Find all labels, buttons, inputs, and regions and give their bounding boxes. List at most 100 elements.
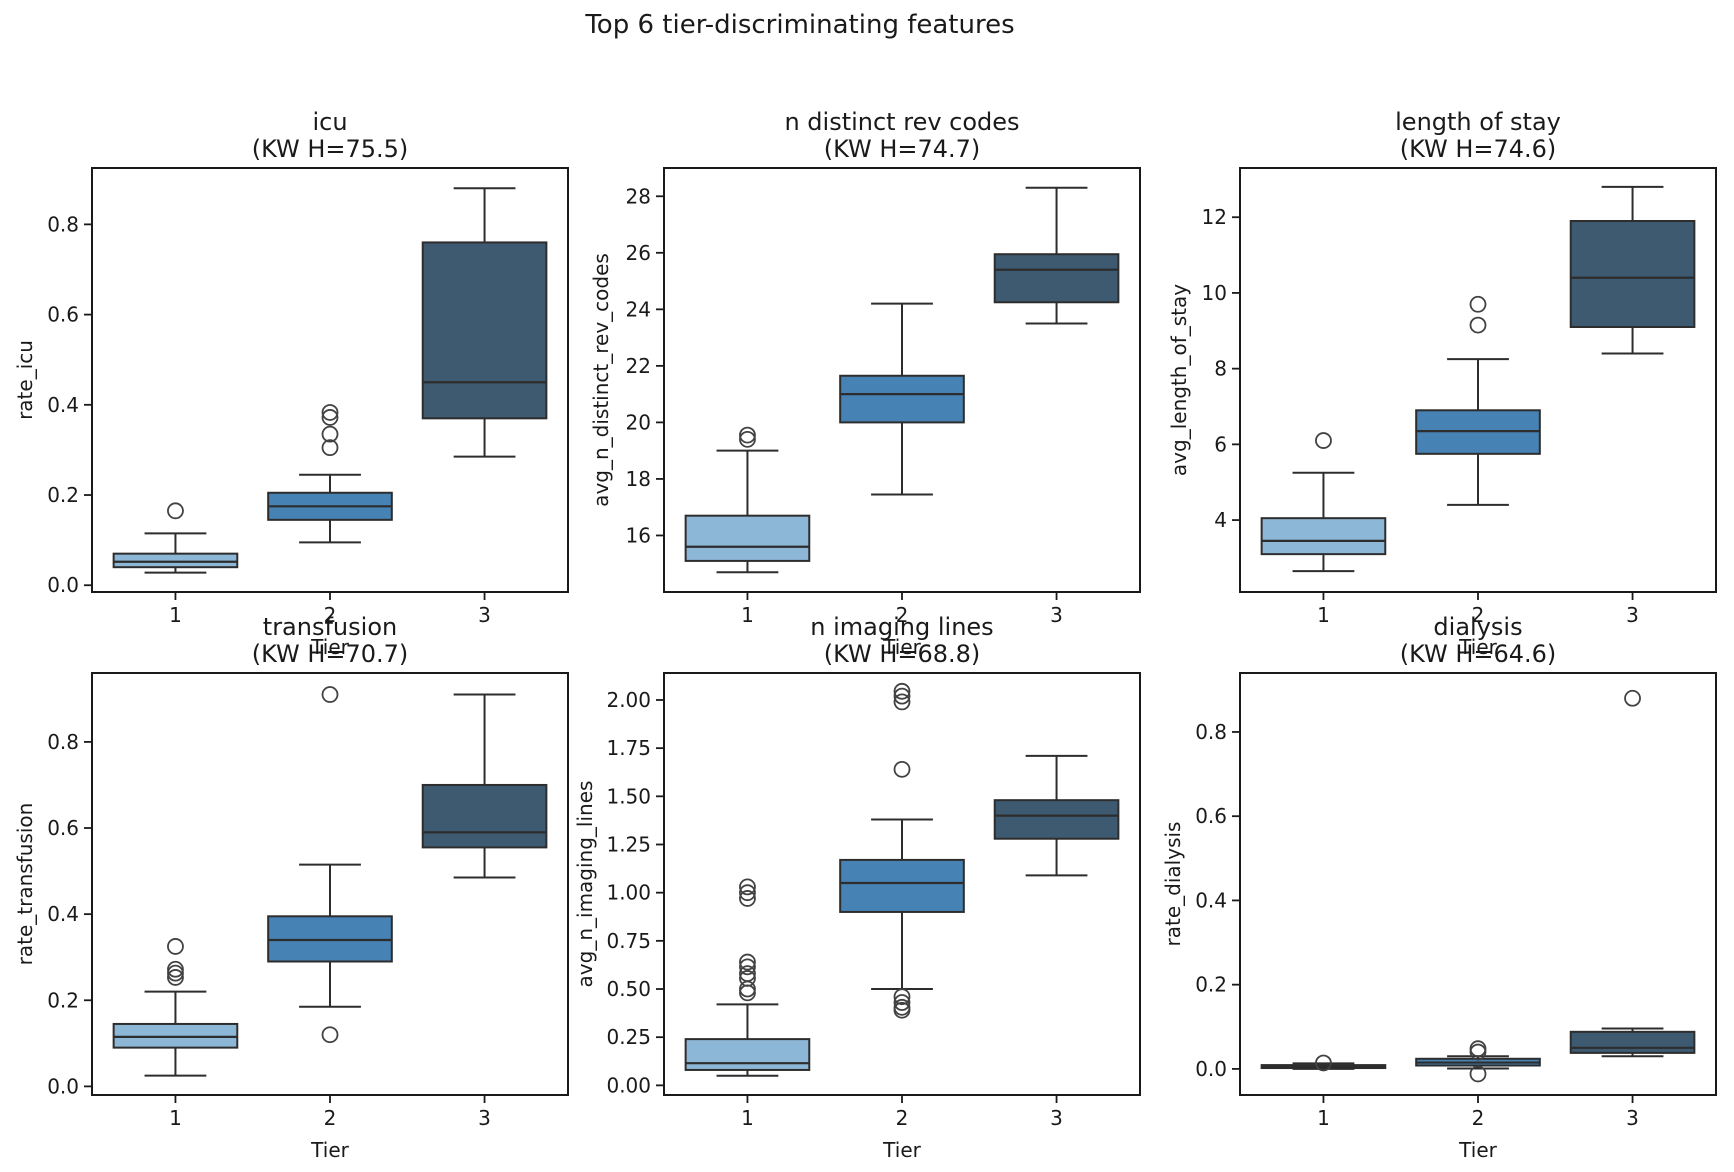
outlier-point bbox=[739, 984, 756, 1002]
subplot-kw-stat: (KW H=70.7) bbox=[252, 640, 409, 668]
y-axis-label: avg_length_of_stay bbox=[1167, 284, 1191, 476]
outlier-point bbox=[321, 409, 339, 426]
outlier-point bbox=[167, 502, 184, 520]
y-tick-label: 0.8 bbox=[47, 212, 79, 236]
y-tick-label: 0.25 bbox=[606, 1025, 651, 1049]
subplot-title: n distinct rev codes bbox=[784, 108, 1019, 136]
y-tick-label: 0.2 bbox=[47, 483, 79, 507]
y-axis-label: avg_n_imaging_lines bbox=[573, 781, 597, 988]
outlier-point bbox=[739, 426, 756, 444]
y-tick-label: 28 bbox=[626, 184, 651, 208]
subplot-kw-stat: (KW H=75.5) bbox=[252, 135, 409, 163]
x-tick-label-tier-1: 1 bbox=[1317, 603, 1330, 627]
y-tick-label: 0.6 bbox=[47, 303, 79, 327]
outlier-point bbox=[739, 878, 756, 896]
outlier-point bbox=[739, 958, 756, 976]
x-axis-label: Tier bbox=[310, 1138, 349, 1162]
iqr-box bbox=[1260, 517, 1387, 556]
subplot-dialysis: dialysis(KW H=64.6) 0.0 0.2 0.4 0.6 0.8 1 2 3 rat… bbox=[1161, 613, 1717, 1162]
subplot-n-distinct-rev-codes: n distinct rev codes(KW H=74.7)161820222… bbox=[589, 108, 1141, 659]
x-axis-label: Tier bbox=[882, 635, 921, 659]
iqr-box bbox=[839, 858, 965, 913]
outlier-point bbox=[893, 998, 911, 1016]
subplot-title: dialysis bbox=[1433, 613, 1522, 641]
y-tick-label: 2.00 bbox=[606, 688, 651, 712]
y-tick-label: 10 bbox=[1202, 281, 1227, 305]
y-tick-label: 0.4 bbox=[47, 902, 79, 926]
x-axis-label: Tier bbox=[1458, 1138, 1497, 1162]
outlier-point bbox=[167, 960, 184, 978]
y-axis-label: avg_n_distinct_rev_codes bbox=[589, 253, 613, 507]
x-tick-label-tier-1: 1 bbox=[169, 1106, 182, 1130]
y-tick-label: 0.8 bbox=[47, 730, 79, 754]
y-tick-label: 0.0 bbox=[47, 573, 79, 597]
box-tier-3 bbox=[993, 754, 1120, 877]
outlier-point bbox=[321, 404, 339, 421]
y-axis-label: rate_transfusion bbox=[13, 803, 37, 966]
outlier-point bbox=[893, 693, 911, 711]
x-tick-label-tier-3: 3 bbox=[1050, 1106, 1063, 1130]
x-tick-label-tier-3: 3 bbox=[1050, 603, 1063, 627]
y-tick-label: 1.75 bbox=[606, 736, 651, 760]
box-tier-1 bbox=[684, 878, 811, 1077]
figure-suptitle: Top 6 tier-discriminating features bbox=[585, 10, 1015, 40]
box-tier-1 bbox=[112, 938, 239, 1077]
iqr-box bbox=[421, 783, 548, 849]
outlier-point bbox=[321, 439, 339, 457]
iqr-box bbox=[112, 552, 239, 569]
box-tier-2 bbox=[1415, 295, 1541, 506]
x-tick-label-tier-2: 2 bbox=[896, 1106, 909, 1130]
iqr-box bbox=[1569, 220, 1696, 328]
y-tick-label: 22 bbox=[626, 354, 651, 378]
outlier-point bbox=[893, 682, 911, 700]
subplot-transfusion: transfusion(KW H=70.7) 0.0 0.2 0.4 0.6 0.8 1 2 3… bbox=[13, 613, 569, 1162]
x-tick-label-tier-1: 1 bbox=[741, 603, 754, 627]
y-tick-label: 0.2 bbox=[1195, 973, 1227, 997]
outlier-point bbox=[739, 884, 756, 902]
outlier-point bbox=[167, 964, 184, 982]
y-axis-label: rate_dialysis bbox=[1161, 822, 1185, 947]
x-tick-label-tier-3: 3 bbox=[1626, 1106, 1639, 1130]
y-tick-label: 20 bbox=[626, 410, 651, 434]
outlier-point bbox=[1624, 689, 1641, 707]
y-tick-label: 0.00 bbox=[606, 1073, 651, 1097]
outlier-point bbox=[893, 687, 911, 705]
iqr-box bbox=[839, 374, 965, 424]
y-tick-label: 1.25 bbox=[606, 832, 651, 856]
outlier-point bbox=[1469, 1043, 1487, 1061]
y-tick-label: 8 bbox=[1214, 357, 1227, 381]
outlier-point bbox=[739, 970, 756, 987]
subplot-kw-stat: (KW H=74.6) bbox=[1400, 135, 1557, 163]
outlier-point bbox=[321, 1026, 339, 1044]
box-tier-2 bbox=[839, 682, 965, 1019]
y-tick-label: 0.6 bbox=[47, 816, 79, 840]
y-tick-label: 0.4 bbox=[1195, 888, 1227, 912]
y-tick-label: 1.00 bbox=[606, 881, 651, 905]
outlier-point bbox=[739, 890, 756, 907]
box-tier-1 bbox=[1260, 432, 1387, 573]
outlier-point bbox=[1469, 316, 1487, 334]
outlier-point bbox=[893, 988, 911, 1006]
box-tier-1 bbox=[684, 426, 811, 574]
y-tick-label: 1.50 bbox=[606, 784, 651, 808]
iqr-box bbox=[1569, 1030, 1696, 1054]
y-tick-label: 18 bbox=[626, 467, 651, 491]
outlier-point bbox=[321, 686, 339, 703]
y-tick-label: 0.75 bbox=[606, 929, 651, 953]
box-tier-3 bbox=[421, 187, 548, 458]
x-axis-label: Tier bbox=[310, 635, 349, 659]
subplot-title: icu bbox=[312, 108, 347, 136]
y-axis-label: rate_icu bbox=[13, 340, 37, 420]
y-tick-label: 0.8 bbox=[1195, 720, 1227, 744]
x-tick-label-tier-2: 2 bbox=[324, 1106, 337, 1130]
subplot-title: length of stay bbox=[1395, 108, 1561, 136]
x-tick-label-tier-2: 2 bbox=[1472, 1106, 1485, 1130]
y-tick-label: 12 bbox=[1202, 205, 1227, 229]
y-tick-label: 0.0 bbox=[47, 1074, 79, 1098]
outlier-point bbox=[167, 969, 184, 986]
x-tick-label-tier-3: 3 bbox=[478, 603, 491, 627]
x-tick-label-tier-2: 2 bbox=[1472, 603, 1485, 627]
iqr-box bbox=[993, 253, 1120, 304]
outlier-point bbox=[893, 760, 911, 778]
